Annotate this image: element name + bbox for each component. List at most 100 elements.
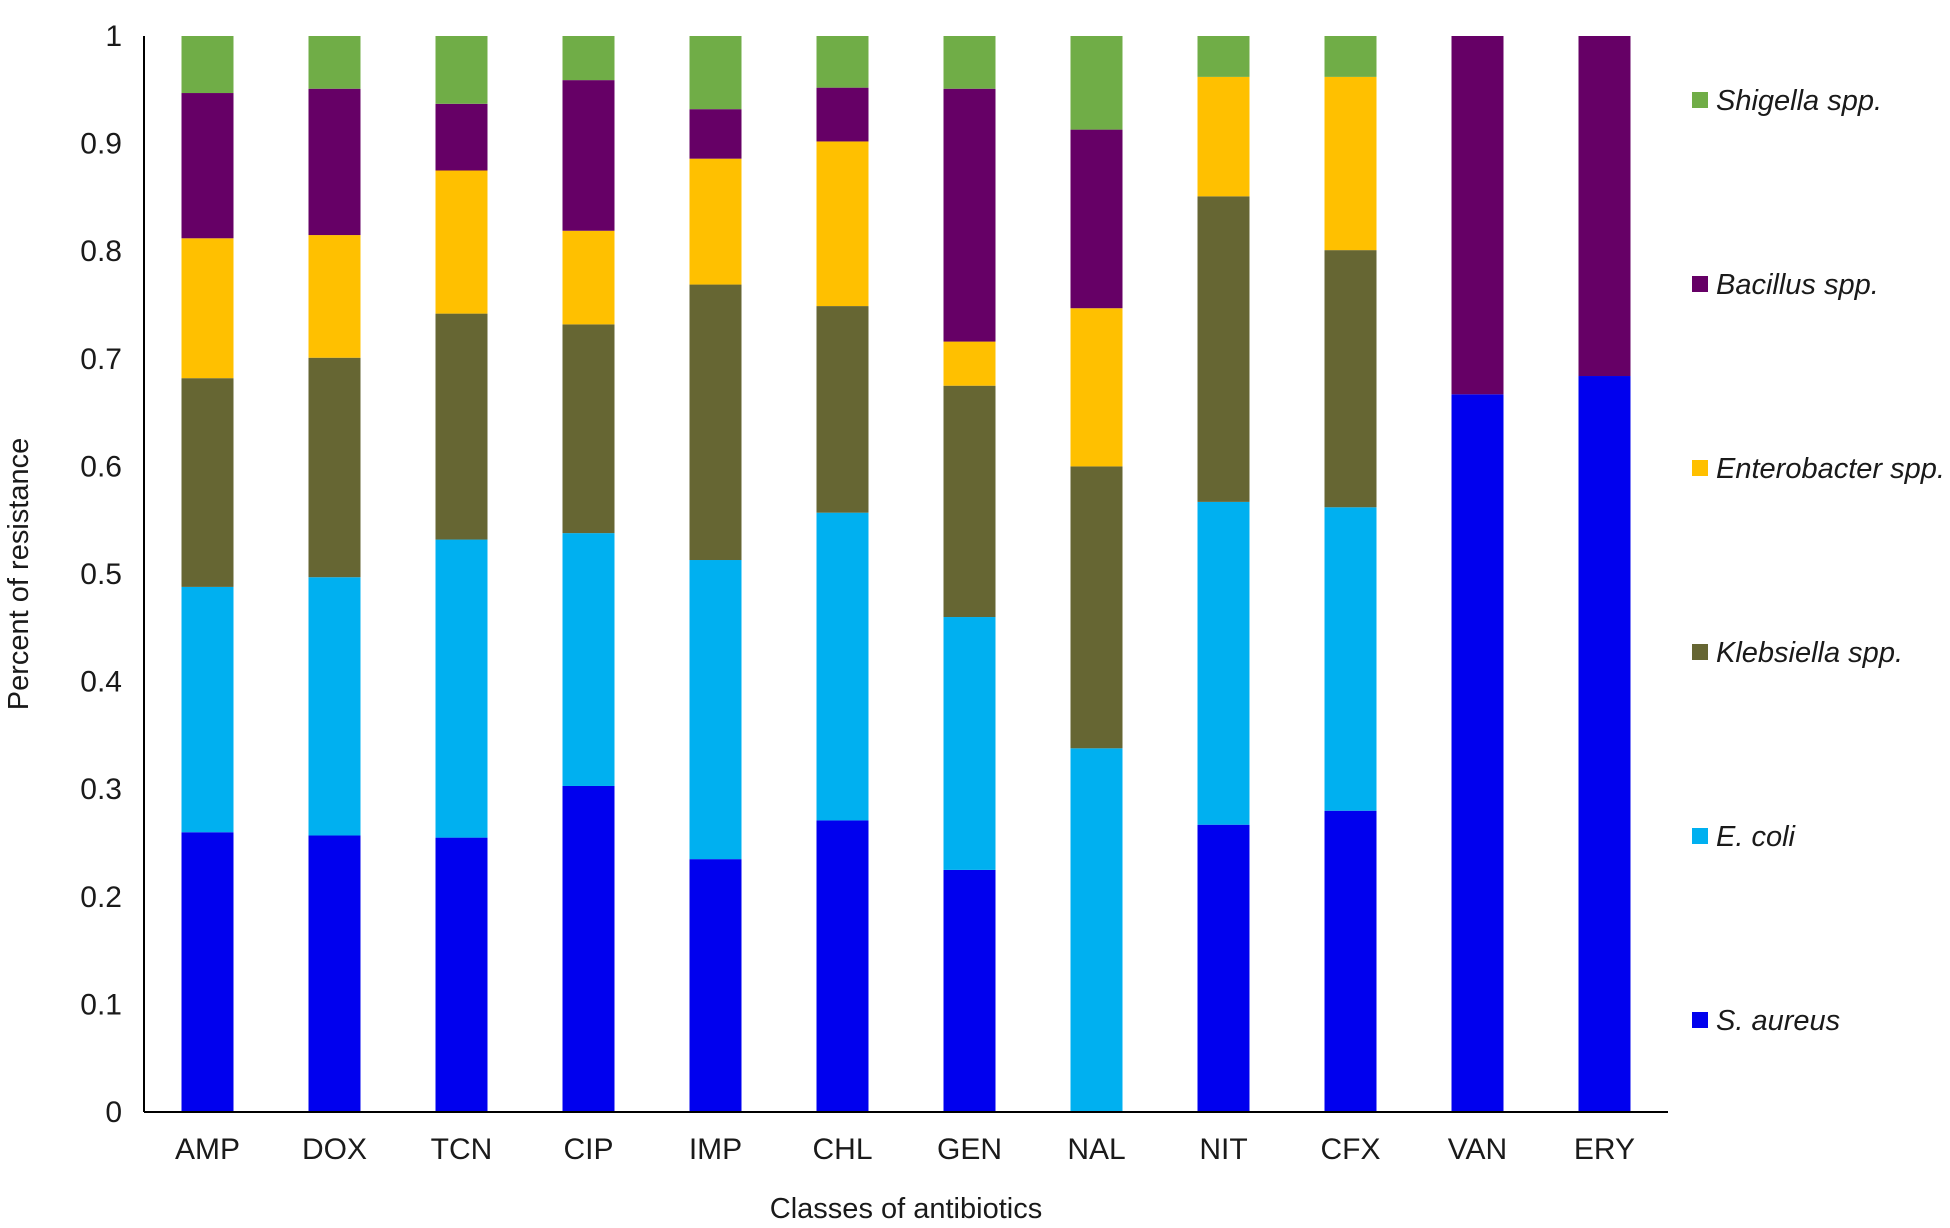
y-tick-label: 0.9 — [80, 128, 122, 161]
bar-segment — [562, 36, 615, 81]
bar-segment — [181, 832, 234, 1112]
y-tick-label: 0.6 — [80, 450, 122, 483]
bar-segment — [943, 617, 996, 870]
legend-label: Bacillus spp. — [1716, 269, 1879, 301]
bar-segment — [1324, 36, 1377, 77]
bar-segment — [435, 170, 488, 314]
bar-segment — [943, 869, 996, 1112]
bar-segment — [816, 512, 869, 821]
x-tick-label: GEN — [937, 1133, 1002, 1166]
legend-label: Klebsiella spp. — [1716, 637, 1903, 669]
bar-segment — [181, 93, 234, 239]
legend-label: Shigella spp. — [1716, 85, 1882, 117]
x-tick-label: DOX — [302, 1133, 367, 1166]
bar-segment — [689, 158, 742, 285]
bar-segment — [181, 238, 234, 379]
y-tick-label: 0 — [105, 1096, 122, 1129]
legend-label: E. coli — [1716, 821, 1797, 853]
bar-segment — [562, 785, 615, 1112]
y-tick-label: 0.5 — [80, 558, 122, 591]
legend-swatch — [1692, 1012, 1708, 1028]
bar-segment — [689, 859, 742, 1112]
y-tick-label: 0.7 — [80, 343, 122, 376]
bar-segment — [435, 539, 488, 838]
bar-segment — [181, 36, 234, 94]
bar-segment — [435, 103, 488, 171]
legend: Shigella spp. Bacillus spp. Enterobacter s… — [1692, 85, 1945, 1037]
bar-segment — [1324, 810, 1377, 1112]
legend-label: Enterobacter spp. — [1716, 453, 1945, 485]
bar-segment — [816, 141, 869, 307]
y-tick-label: 0.4 — [80, 666, 122, 699]
x-tick-label: IMP — [689, 1133, 742, 1166]
bar-segment — [816, 306, 869, 513]
bar-segment — [1578, 36, 1631, 377]
legend-swatch — [1692, 460, 1708, 476]
bar-segment — [308, 577, 361, 836]
y-axis-title: Percent of resistance — [3, 438, 35, 710]
x-axis-title: Classes of antibiotics — [770, 1193, 1042, 1225]
bar-segment — [562, 230, 615, 325]
bar-segment — [308, 357, 361, 578]
bar-segment — [1197, 76, 1250, 197]
bar-segment — [1197, 36, 1250, 77]
legend-swatch — [1692, 276, 1708, 292]
bar-segment — [1070, 129, 1123, 309]
bar-segment — [562, 324, 615, 534]
y-tick-label: 0.1 — [80, 988, 122, 1021]
bar-segment — [308, 835, 361, 1112]
bar-segment — [435, 313, 488, 540]
bar-segment — [1197, 196, 1250, 502]
bar-segment — [943, 36, 996, 89]
bar-segment — [1197, 501, 1250, 825]
bar-segment — [1070, 308, 1123, 467]
bar-segment — [1578, 376, 1631, 1112]
bar-segment — [1070, 36, 1123, 130]
y-axis-ticks: 0 0.1 0.2 0.3 0.4 0.5 0.6 0.7 0.8 0.9 1 — [80, 20, 122, 1129]
bar-segment — [1070, 748, 1123, 1112]
bar-segment — [689, 109, 742, 159]
bar-segment — [1451, 36, 1504, 395]
legend-swatch — [1692, 644, 1708, 660]
bar-segment — [943, 88, 996, 342]
x-tick-label: ERY — [1574, 1133, 1635, 1166]
bar-segment — [308, 235, 361, 358]
legend-swatch — [1692, 92, 1708, 108]
bar-segment — [943, 341, 996, 386]
x-tick-label: NIT — [1199, 1133, 1247, 1166]
bar-segment — [1197, 824, 1250, 1112]
legend-swatch — [1692, 828, 1708, 844]
bar-segment — [1324, 250, 1377, 508]
x-tick-label: VAN — [1448, 1133, 1507, 1166]
bar-segment — [308, 36, 361, 89]
bar-segment — [689, 284, 742, 561]
y-tick-label: 1 — [105, 20, 122, 53]
bar-segment — [562, 533, 615, 786]
bar-segment — [562, 80, 615, 231]
bar-stacks — [181, 36, 1631, 1112]
bar-segment — [308, 88, 361, 236]
bar-segment — [181, 586, 234, 833]
x-tick-label: CHL — [812, 1133, 872, 1166]
y-tick-label: 0.3 — [80, 773, 122, 806]
x-tick-label: TCN — [431, 1133, 493, 1166]
bar-segment — [1324, 76, 1377, 251]
bar-segment — [1324, 507, 1377, 811]
bar-segment — [816, 87, 869, 142]
bar-segment — [435, 837, 488, 1112]
bar-segment — [1451, 394, 1504, 1112]
bar-segment — [1070, 466, 1123, 749]
y-tick-label: 0.2 — [80, 881, 122, 914]
x-tick-label: CFX — [1321, 1133, 1381, 1166]
bar-segment — [689, 560, 742, 860]
x-axis-ticks: AMP DOX TCN CIP IMP CHL GEN NAL NIT CFX VAN ERY — [175, 1133, 1635, 1166]
bar-segment — [816, 820, 869, 1112]
x-tick-label: AMP — [175, 1133, 240, 1166]
x-tick-label: CIP — [563, 1133, 613, 1166]
bar-segment — [181, 378, 234, 587]
legend-label: S. aureus — [1716, 1005, 1840, 1037]
bar-segment — [435, 36, 488, 104]
x-tick-label: NAL — [1067, 1133, 1125, 1166]
y-tick-label: 0.8 — [80, 235, 122, 268]
